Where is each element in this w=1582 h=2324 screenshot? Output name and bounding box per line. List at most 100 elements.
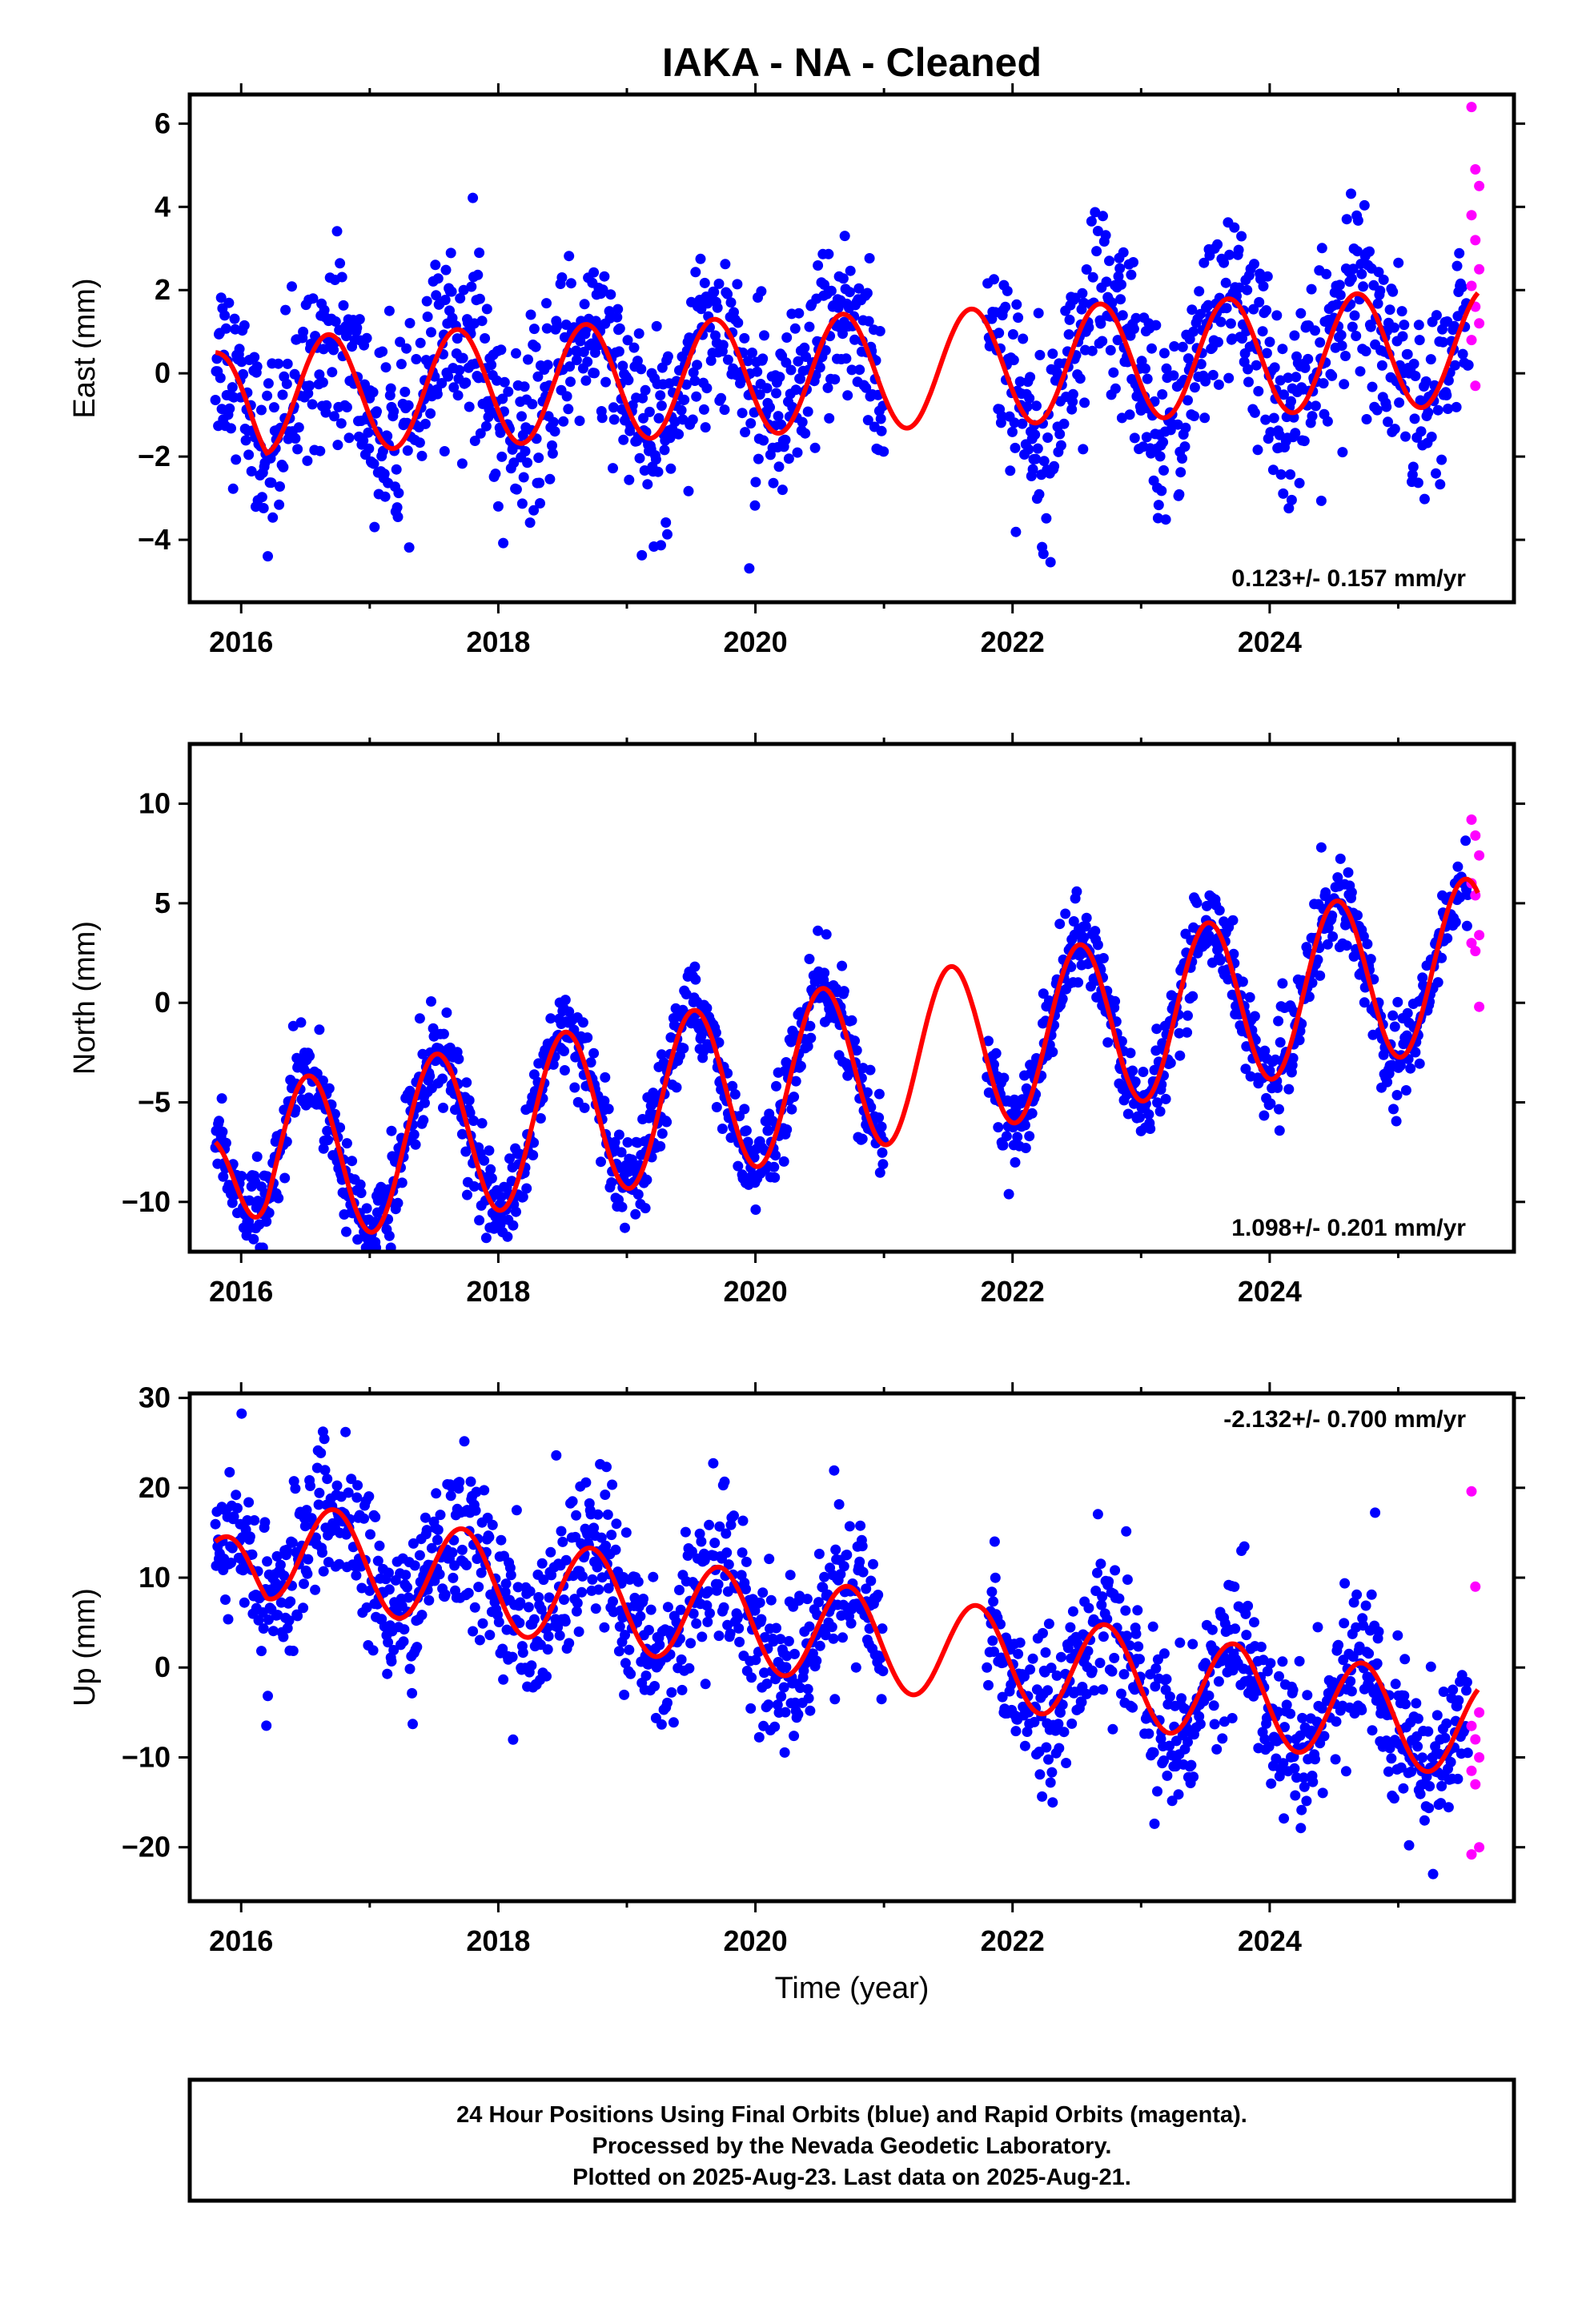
final-orbit-point (1373, 1626, 1384, 1637)
east-axis-ticks: 2016 2018 2020 2022 2024 −4 −2 0 2 4 6 (138, 83, 1525, 658)
final-orbit-point (1279, 389, 1290, 400)
final-orbit-point (411, 354, 422, 364)
final-orbit-point (734, 1636, 745, 1647)
final-orbit-point (629, 1592, 640, 1603)
final-orbit-point (1296, 1804, 1307, 1815)
final-orbit-point (587, 1574, 598, 1585)
final-orbit-point (1371, 1658, 1383, 1669)
final-orbit-point (1395, 1060, 1406, 1072)
final-orbit-point (1017, 418, 1028, 429)
final-orbit-point (280, 304, 291, 316)
final-orbit-point (688, 1608, 699, 1619)
x-tick-label: 2018 (466, 1924, 530, 1957)
final-orbit-point (1345, 1675, 1356, 1687)
final-orbit-point (223, 297, 235, 308)
final-orbit-point (717, 340, 729, 351)
final-orbit-point (837, 960, 848, 971)
final-orbit-point (1101, 276, 1112, 287)
final-orbit-point (1060, 908, 1071, 919)
final-orbit-point (386, 1656, 397, 1667)
final-orbit-point (1213, 379, 1224, 390)
final-orbit-point (1150, 1045, 1162, 1056)
final-orbit-point (292, 1610, 303, 1622)
final-orbit-point (756, 286, 767, 297)
final-orbit-point (282, 358, 293, 369)
final-orbit-point (1242, 284, 1253, 296)
final-orbit-point (456, 458, 468, 469)
rapid-orbit-point (1470, 235, 1481, 246)
final-orbit-point (1064, 314, 1075, 325)
final-orbit-point (464, 1095, 475, 1106)
final-orbit-point (676, 1654, 687, 1665)
final-orbit-point (577, 1017, 588, 1028)
final-orbit-point (644, 406, 655, 417)
final-orbit-point (536, 1604, 547, 1614)
x-tick-label: 2020 (724, 625, 788, 658)
final-orbit-point (639, 465, 650, 476)
final-orbit-point (224, 403, 235, 414)
final-orbit-point (1449, 320, 1460, 332)
final-orbit-point (1400, 1085, 1411, 1096)
final-orbit-point (652, 466, 664, 477)
final-orbit-point (1316, 1703, 1327, 1714)
final-orbit-point (402, 1582, 412, 1593)
panel-north: 2016 2018 2020 2022 2024 −10 −5 0 5 10 North (mm)… (68, 733, 1525, 1308)
final-orbit-point (771, 1622, 781, 1634)
final-orbit-point (1154, 451, 1166, 462)
final-orbit-point (279, 1570, 290, 1582)
final-orbit-point (251, 361, 263, 372)
final-orbit-point (863, 316, 874, 327)
final-orbit-point (380, 362, 391, 373)
final-orbit-point (1389, 424, 1400, 435)
final-orbit-point (1335, 853, 1346, 864)
final-orbit-point (548, 1059, 559, 1070)
final-orbit-point (1319, 1731, 1330, 1742)
final-orbit-point (1383, 416, 1393, 428)
final-orbit-point (545, 1013, 556, 1024)
final-orbit-point (597, 284, 608, 296)
final-orbit-point (1013, 1648, 1024, 1659)
final-orbit-point (564, 1006, 575, 1017)
final-orbit-point (1147, 1621, 1158, 1632)
final-orbit-point (737, 1515, 749, 1526)
final-orbit-point (620, 1222, 630, 1233)
final-orbit-point (861, 1583, 872, 1594)
final-orbit-point (1037, 1791, 1048, 1802)
final-orbit-point (302, 1568, 313, 1579)
final-orbit-point (781, 357, 792, 368)
final-orbit-point (805, 1705, 816, 1716)
rapid-orbit-point (1466, 1486, 1477, 1497)
final-orbit-point (1012, 1132, 1023, 1143)
final-orbit-point (1336, 340, 1347, 352)
final-orbit-point (802, 1683, 813, 1695)
final-orbit-point (408, 1719, 418, 1730)
final-orbit-point (599, 1622, 610, 1633)
final-orbit-point (554, 1630, 565, 1641)
final-orbit-point (335, 418, 347, 429)
final-orbit-point (592, 1562, 603, 1573)
final-orbit-point (295, 1017, 307, 1028)
final-orbit-point (732, 279, 743, 290)
final-orbit-point (533, 1058, 544, 1069)
final-orbit-point (805, 1020, 816, 1031)
final-orbit-point (837, 1632, 848, 1643)
final-orbit-point (613, 346, 624, 357)
final-orbit-point (1270, 1054, 1281, 1065)
final-orbit-point (1038, 549, 1049, 560)
final-orbit-point (277, 389, 288, 400)
final-orbit-point (772, 1699, 783, 1711)
final-orbit-point (1040, 1647, 1051, 1658)
final-orbit-point (1122, 1630, 1133, 1642)
final-orbit-point (1062, 1642, 1074, 1654)
final-orbit-point (993, 1122, 1004, 1133)
final-orbit-point (1105, 344, 1116, 356)
final-orbit-point (733, 1610, 744, 1622)
rapid-orbit-point (1466, 1720, 1477, 1731)
final-orbit-point (842, 1070, 853, 1081)
final-orbit-point (1126, 269, 1137, 280)
final-orbit-point (1330, 1754, 1341, 1765)
final-orbit-point (1327, 910, 1338, 921)
final-orbit-point (785, 364, 797, 376)
final-orbit-point (508, 457, 520, 468)
final-orbit-point (484, 1531, 495, 1542)
